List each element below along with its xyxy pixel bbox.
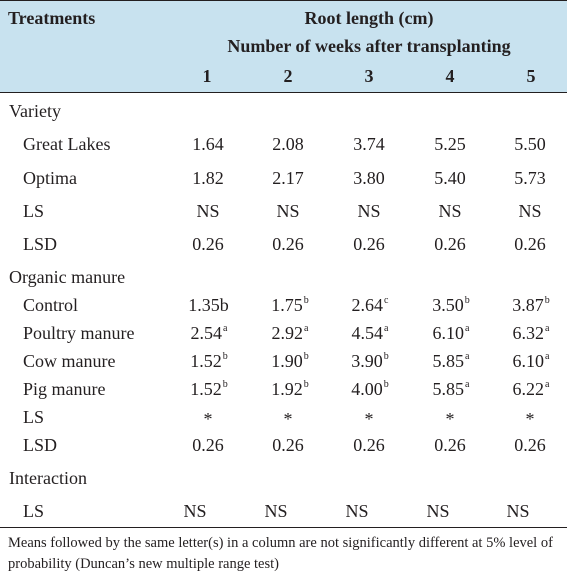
cell: 3.50b [432, 295, 470, 315]
cell: NS [518, 201, 542, 221]
cell: * [283, 409, 293, 429]
cell: 0.26 [434, 234, 466, 254]
row-label: Great Lakes [23, 134, 111, 154]
treatments-header: Treatments [8, 8, 96, 28]
table-header [0, 0, 567, 92]
cell: 4.54a [351, 323, 389, 343]
row-label: Poultry manure [23, 323, 135, 343]
cell: NS [276, 201, 300, 221]
week-4-header: 4 [445, 66, 455, 86]
cell: 1.52b [190, 351, 228, 371]
cell: 5.40 [434, 168, 466, 188]
cell: 2.92a [271, 323, 309, 343]
week-1-header: 1 [202, 66, 212, 86]
cell: 0.26 [272, 234, 304, 254]
bottom-rule [0, 527, 567, 528]
cell: NS [345, 501, 369, 521]
section-label-interaction: Interaction [9, 468, 87, 488]
cell: 5.50 [514, 134, 546, 154]
cell: 2.08 [272, 134, 304, 154]
cell: NS [196, 201, 220, 221]
week-3-header: 3 [364, 66, 374, 86]
cell: 0.26 [514, 234, 546, 254]
cell: 1.92b [271, 379, 309, 399]
cell: 1.52b [190, 379, 228, 399]
cell: 1.64 [192, 134, 224, 154]
row-label: Pig manure [23, 379, 106, 399]
cell: 5.25 [434, 134, 466, 154]
cell: 0.26 [514, 435, 546, 455]
row-label: LS [23, 407, 45, 427]
cell: 0.26 [192, 234, 224, 254]
cell: 0.26 [434, 435, 466, 455]
cell: 5.85a [432, 351, 470, 371]
cell: 1.82 [192, 168, 224, 188]
section-label-organic-manure: Organic manure [9, 267, 126, 287]
cell: 6.10a [512, 351, 550, 371]
cell: * [525, 409, 535, 429]
cell: 0.26 [353, 234, 385, 254]
top-rule [0, 0, 567, 1]
cell: 1.90b [271, 351, 309, 371]
cell: 0.26 [272, 435, 304, 455]
cell: NS [506, 501, 530, 521]
row-label: LSD [23, 234, 58, 254]
row-label: LS [23, 201, 45, 221]
row-label: LS [23, 501, 45, 521]
cell: 3.74 [353, 134, 385, 154]
cell: 2.17 [272, 168, 304, 188]
weeks-header: Number of weeks after transplanting [227, 36, 511, 56]
cell: 6.32a [512, 323, 550, 343]
cell: 1.35b [188, 295, 229, 315]
cell: NS [426, 501, 450, 521]
cell: NS [264, 501, 288, 521]
row-label: Cow manure [23, 351, 116, 371]
cell: 6.10a [432, 323, 470, 343]
cell: NS [357, 201, 381, 221]
cell: 5.85a [432, 379, 470, 399]
cell: 0.26 [353, 435, 385, 455]
cell: 4.00b [351, 379, 389, 399]
root-length-header: Root length (cm) [304, 8, 434, 28]
section-label-variety: Variety [9, 101, 61, 121]
cell: 6.22a [512, 379, 550, 399]
row-label: Optima [23, 168, 77, 188]
header-rule [0, 92, 567, 93]
cell: 3.80 [353, 168, 385, 188]
footnote: Means followed by the same letter(s) in … [8, 535, 553, 572]
cell: NS [438, 201, 462, 221]
cell: 5.73 [514, 168, 546, 188]
cell: 2.64c [351, 295, 389, 315]
cell: * [203, 409, 213, 429]
row-label: Control [23, 295, 79, 315]
cell: NS [183, 501, 207, 521]
cell: 3.87b [512, 295, 550, 315]
cell: * [445, 409, 455, 429]
week-5-header: 5 [526, 66, 536, 86]
cell: 0.26 [192, 435, 224, 455]
cell: 1.75b [271, 295, 309, 315]
cell: 3.90b [351, 351, 389, 371]
week-2-header: 2 [283, 66, 293, 86]
row-label: LSD [23, 435, 58, 455]
cell: * [364, 409, 374, 429]
cell: 2.54a [190, 323, 228, 343]
